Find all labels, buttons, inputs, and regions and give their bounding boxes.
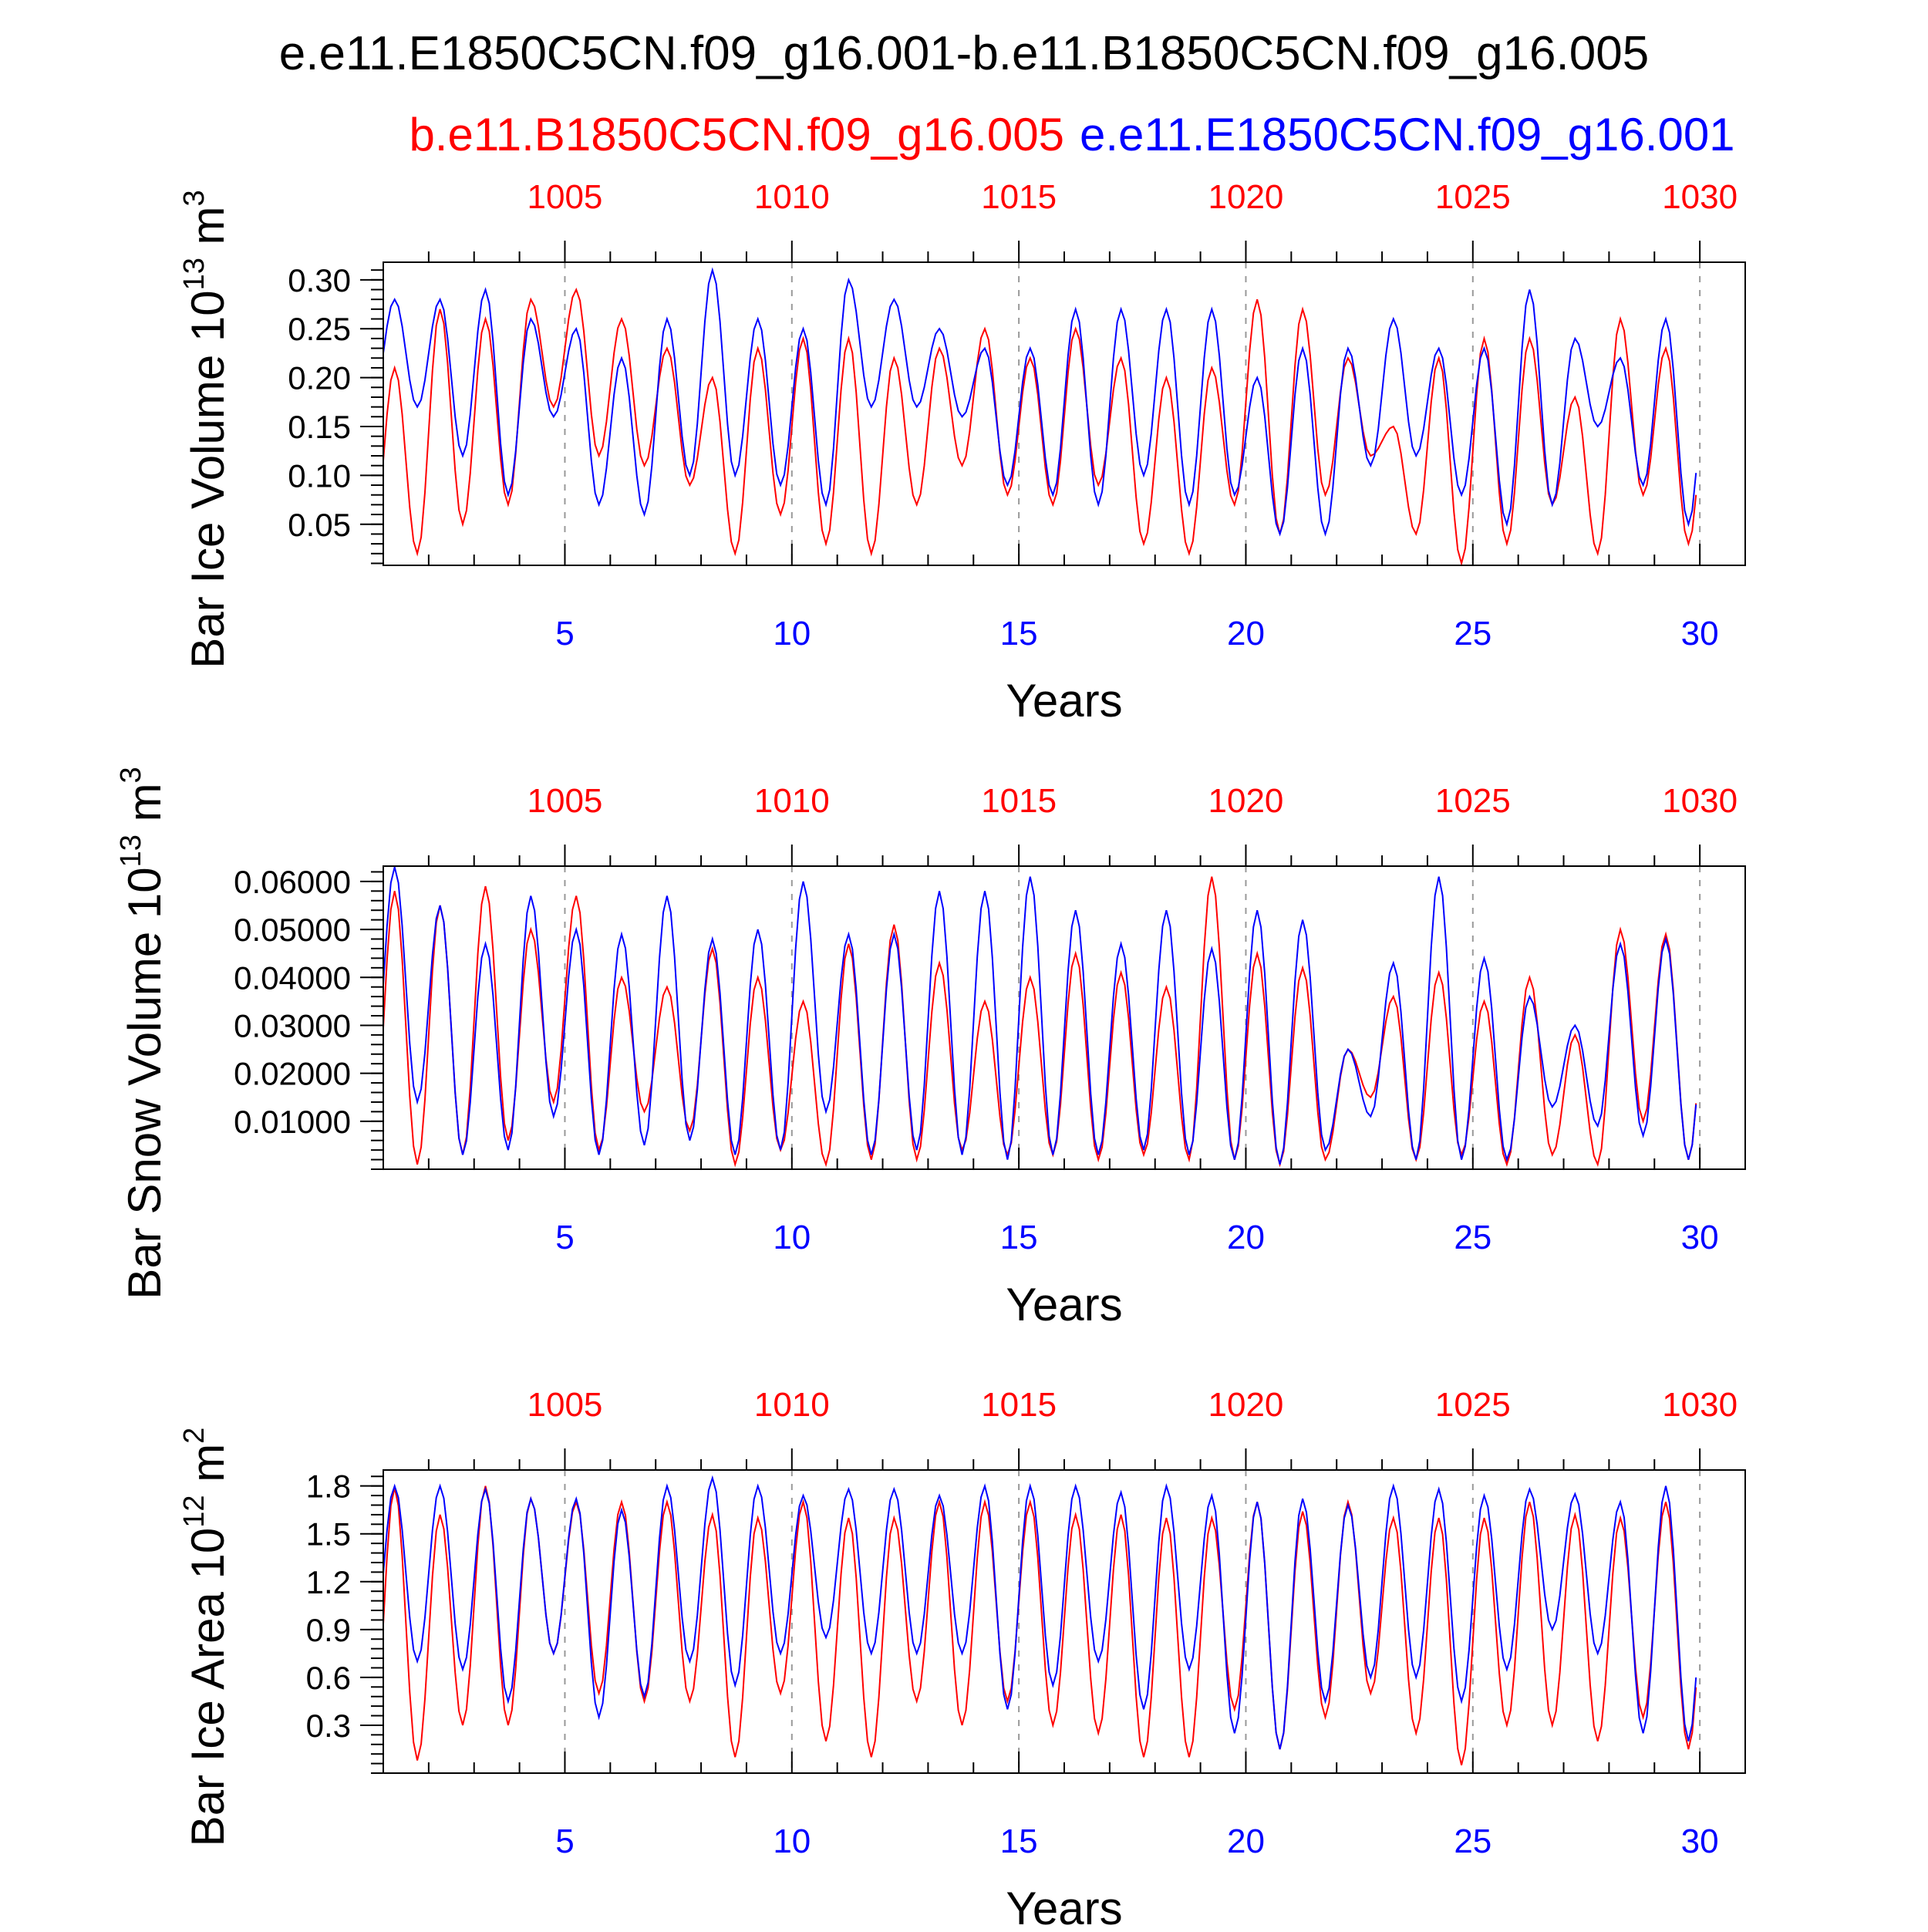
series-line-red [383,1485,1697,1765]
chart-title: e.e11.E1850C5CN.f09_g16.001-b.e11.B1850C… [279,27,1649,80]
y-tick-label: 0.05 [288,507,351,543]
x-tick-label-bottom: 25 [1454,1822,1492,1860]
series-line-blue [383,267,1697,537]
x-tick-label-bottom: 20 [1227,1822,1265,1860]
series-line-blue [383,866,1697,1165]
legend-red-label: b.e11.B1850C5CN.f09_g16.005 [409,109,1064,160]
x-tick-label-bottom: 10 [773,1219,811,1256]
x-axis-label: Years [1006,675,1122,727]
y-tick-label: 0.3 [306,1708,351,1744]
x-tick-label-bottom: 30 [1681,615,1719,652]
y-tick-label: 0.02000 [234,1056,351,1092]
x-tick-label-top: 1030 [1662,1386,1738,1424]
y-tick-label: 0.03000 [234,1007,351,1044]
y-tick-label: 0.01000 [234,1104,351,1140]
x-tick-label-top: 1030 [1662,782,1738,820]
x-tick-label-bottom: 15 [1000,1219,1038,1256]
y-tick-label: 0.30 [288,262,351,298]
x-tick-label-top: 1010 [754,178,830,216]
x-tick-label-top: 1025 [1435,178,1511,216]
y-tick-label: 0.25 [288,311,351,347]
y-tick-label: 0.15 [288,409,351,445]
x-tick-label-top: 1020 [1208,782,1284,820]
x-tick-label-top: 1015 [981,178,1057,216]
x-tick-label-bottom: 20 [1227,1219,1265,1256]
y-tick-label: 0.10 [288,457,351,494]
y-tick-label: 0.9 [306,1612,351,1648]
series-line-red [383,876,1697,1168]
x-tick-label-bottom: 5 [555,615,574,652]
series-line-red [383,287,1697,565]
x-tick-label-bottom: 30 [1681,1219,1719,1256]
x-tick-label-top: 1005 [528,178,603,216]
x-tick-label-bottom: 5 [555,1219,574,1256]
x-tick-label-bottom: 30 [1681,1822,1719,1860]
x-tick-label-top: 1025 [1435,1386,1511,1424]
x-tick-label-top: 1005 [528,1386,603,1424]
y-tick-label: 0.6 [306,1660,351,1696]
x-tick-label-top: 1010 [754,1386,830,1424]
y-tick-label: 1.5 [306,1516,351,1553]
x-axis-label: Years [1006,1883,1122,1928]
y-axis-label: Bar Snow Volume 1013 m3 [115,767,170,1299]
y-tick-label: 0.04000 [234,959,351,996]
x-tick-label-top: 1030 [1662,178,1738,216]
legend-blue-label: e.e11.E1850C5CN.f09_g16.001 [1080,109,1735,160]
y-tick-label: 1.2 [306,1564,351,1600]
x-tick-label-bottom: 5 [555,1822,574,1860]
x-axis-label: Years [1006,1279,1122,1330]
y-tick-label: 1.8 [306,1468,351,1505]
y-tick-label: 0.20 [288,360,351,396]
x-tick-label-bottom: 10 [773,1822,811,1860]
x-tick-label-bottom: 25 [1454,1219,1492,1256]
x-tick-label-bottom: 15 [1000,1822,1038,1860]
x-tick-label-bottom: 20 [1227,615,1265,652]
y-tick-label: 0.06000 [234,864,351,900]
x-tick-label-top: 1005 [528,782,603,820]
x-tick-label-top: 1025 [1435,782,1511,820]
series-line-blue [383,1475,1697,1750]
y-axis-label: Bar Ice Area 1012 m2 [178,1428,234,1847]
y-tick-label: 0.05000 [234,912,351,948]
x-tick-label-top: 1020 [1208,178,1284,216]
x-tick-label-top: 1020 [1208,1386,1284,1424]
x-tick-label-bottom: 15 [1000,615,1038,652]
x-tick-label-top: 1010 [754,782,830,820]
y-axis-label: Bar Ice Volume 1013 m3 [178,190,234,668]
x-tick-label-bottom: 25 [1454,615,1492,652]
x-tick-label-top: 1015 [981,782,1057,820]
x-tick-label-top: 1015 [981,1386,1057,1424]
x-tick-label-bottom: 10 [773,615,811,652]
